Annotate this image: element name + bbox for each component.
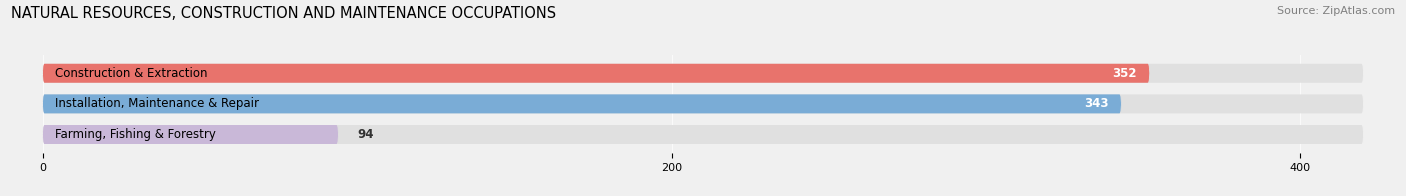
Text: Construction & Extraction: Construction & Extraction xyxy=(55,67,208,80)
Text: 352: 352 xyxy=(1112,67,1137,80)
Text: NATURAL RESOURCES, CONSTRUCTION AND MAINTENANCE OCCUPATIONS: NATURAL RESOURCES, CONSTRUCTION AND MAIN… xyxy=(11,6,557,21)
FancyBboxPatch shape xyxy=(42,64,1364,83)
FancyBboxPatch shape xyxy=(42,94,1364,113)
Text: 343: 343 xyxy=(1084,97,1108,110)
Text: Source: ZipAtlas.com: Source: ZipAtlas.com xyxy=(1277,6,1395,16)
Text: 94: 94 xyxy=(357,128,374,141)
Text: Installation, Maintenance & Repair: Installation, Maintenance & Repair xyxy=(55,97,259,110)
FancyBboxPatch shape xyxy=(42,64,1150,83)
FancyBboxPatch shape xyxy=(42,125,339,144)
FancyBboxPatch shape xyxy=(42,125,1364,144)
Text: Farming, Fishing & Forestry: Farming, Fishing & Forestry xyxy=(55,128,217,141)
FancyBboxPatch shape xyxy=(42,94,1121,113)
